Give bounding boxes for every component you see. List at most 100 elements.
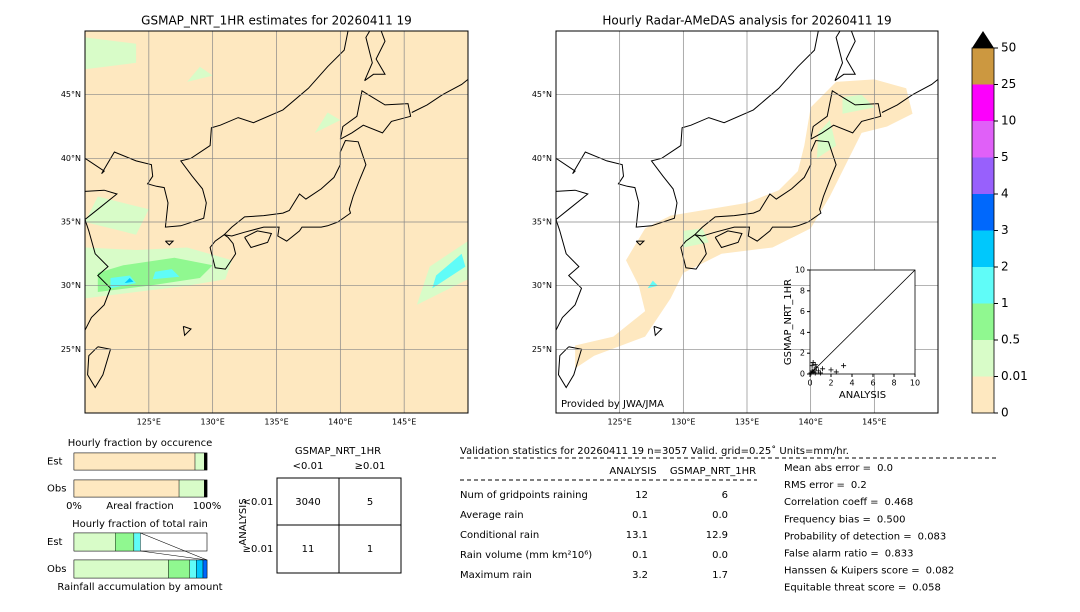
table-title: GSMAP_NRT_1HR	[295, 446, 381, 457]
scatter-point	[820, 366, 826, 372]
scatter-point	[813, 365, 819, 371]
bar-segment	[202, 559, 208, 579]
scatter-point	[828, 367, 834, 373]
credit: Provided by JWA/JMA	[561, 399, 664, 410]
scatter-point	[811, 367, 817, 373]
map-title: GSMAP_NRT_1HR estimates for 20260411 19	[141, 14, 412, 28]
bar-segment	[194, 452, 205, 471]
coastline	[364, 31, 386, 82]
map-frame	[555, 30, 939, 414]
coastline	[182, 325, 192, 337]
row-label: Est	[47, 457, 63, 468]
stat-value: 0.1	[632, 510, 648, 521]
coastline	[209, 234, 237, 270]
x-axis-label: Rainfall accumulation by amount	[57, 582, 222, 593]
rain-area	[647, 280, 658, 289]
rain-area	[314, 112, 341, 133]
coastline	[834, 31, 857, 82]
bar-segment	[204, 452, 208, 471]
bar-segment	[73, 532, 116, 552]
coastline	[694, 139, 837, 242]
table-cell: 5	[367, 497, 373, 508]
colorbar-segment	[972, 157, 994, 194]
stat-name: Average rain	[460, 510, 524, 521]
rain-area	[187, 66, 213, 82]
score: Correlation coeff = 0.468	[784, 497, 913, 508]
colorbar-segment	[972, 303, 994, 340]
colorbar-label: 0.5	[1001, 333, 1020, 347]
column-label: GSMAP_NRT_1HR	[670, 466, 756, 477]
score-value: 0.2	[851, 480, 867, 491]
colorbar-label: 25	[1001, 77, 1016, 91]
colorbar-extension	[972, 31, 994, 48]
coastline	[635, 240, 646, 246]
scatter-point	[809, 368, 815, 374]
score-name: Hanssen & Kuipers score =	[784, 566, 920, 577]
bar-segment	[168, 559, 190, 579]
rain-area	[152, 269, 180, 280]
y-tick-label: 30°N	[532, 281, 552, 290]
y-tick-label: 25°N	[61, 345, 81, 354]
score-value: 0.468	[885, 497, 914, 508]
rain-area	[124, 278, 134, 284]
row-title: ANALYSIS	[238, 498, 249, 545]
y-tick-label: 4	[800, 328, 805, 337]
map-layer	[556, 31, 938, 389]
x-tick-label: 6	[870, 379, 875, 388]
stat-value: 3.2	[632, 570, 648, 581]
x-tick-label: 130°E	[201, 418, 225, 427]
stat-name: Num of gridpoints raining	[460, 490, 588, 501]
map-title: Hourly Radar-AMeDAS analysis for 2026041…	[602, 14, 891, 28]
connector	[140, 532, 208, 561]
column-label: ANALYSIS	[609, 466, 656, 477]
x-tick-label: 8	[891, 379, 896, 388]
scatter-point	[841, 363, 847, 369]
colorbar-segment	[972, 48, 994, 85]
x-tick-label: 145°E	[862, 418, 886, 427]
stat-name: Conditional rain	[460, 530, 539, 541]
score-value: 0.058	[912, 583, 941, 594]
score-name: RMS error =	[784, 480, 845, 491]
colorbar-segment	[972, 194, 994, 231]
y-tick-label: 2	[800, 349, 805, 358]
score: Frequency bias = 0.500	[784, 514, 906, 525]
row-label: Obs	[47, 564, 66, 575]
coastline	[810, 89, 882, 140]
stat-name: Rain volume (mm km²10⁶)	[460, 550, 592, 561]
colorbar-label: 10	[1001, 114, 1016, 128]
coastline	[223, 139, 367, 242]
score-name: Equitable threat score =	[784, 583, 906, 594]
scatter-point	[818, 370, 823, 376]
score-name: Probability of detection =	[784, 531, 912, 542]
column-label: <0.01	[293, 461, 324, 472]
x-tick-label: 100%	[193, 501, 222, 512]
x-tick-label: 10	[910, 379, 920, 388]
stat-value: 1.7	[712, 570, 728, 581]
score-value: 0.082	[926, 566, 955, 577]
stat-value: 12	[635, 490, 648, 501]
score-value: 0.0	[877, 463, 893, 474]
row-label: <0.01	[243, 497, 274, 508]
coastline	[556, 189, 589, 331]
colorbar-segment	[972, 121, 994, 158]
colorbar-label: 3	[1001, 223, 1009, 237]
score-value: 0.500	[877, 514, 906, 525]
x-tick-label: 0	[807, 379, 812, 388]
y-tick-label: 25°N	[532, 345, 552, 354]
x-tick-label: 140°E	[328, 418, 352, 427]
x-tick-label: 4	[849, 379, 854, 388]
y-tick-label: 10	[795, 266, 805, 275]
x-tick-label: 2	[828, 379, 833, 388]
score: RMS error = 0.2	[784, 480, 867, 491]
x-tick-label: 125°E	[608, 418, 632, 427]
score: Equitable threat score = 0.058	[784, 583, 941, 594]
x-axis-label: ANALYSIS	[839, 390, 886, 401]
x-tick-label: 130°E	[671, 418, 695, 427]
colorbar-label: 50	[1001, 41, 1016, 55]
bar-segment	[73, 452, 196, 471]
stat-value: 12.9	[706, 530, 728, 541]
score-name: Correlation coeff =	[784, 497, 879, 508]
bar-segment	[73, 479, 180, 498]
y-tick-label: 30°N	[61, 281, 81, 290]
